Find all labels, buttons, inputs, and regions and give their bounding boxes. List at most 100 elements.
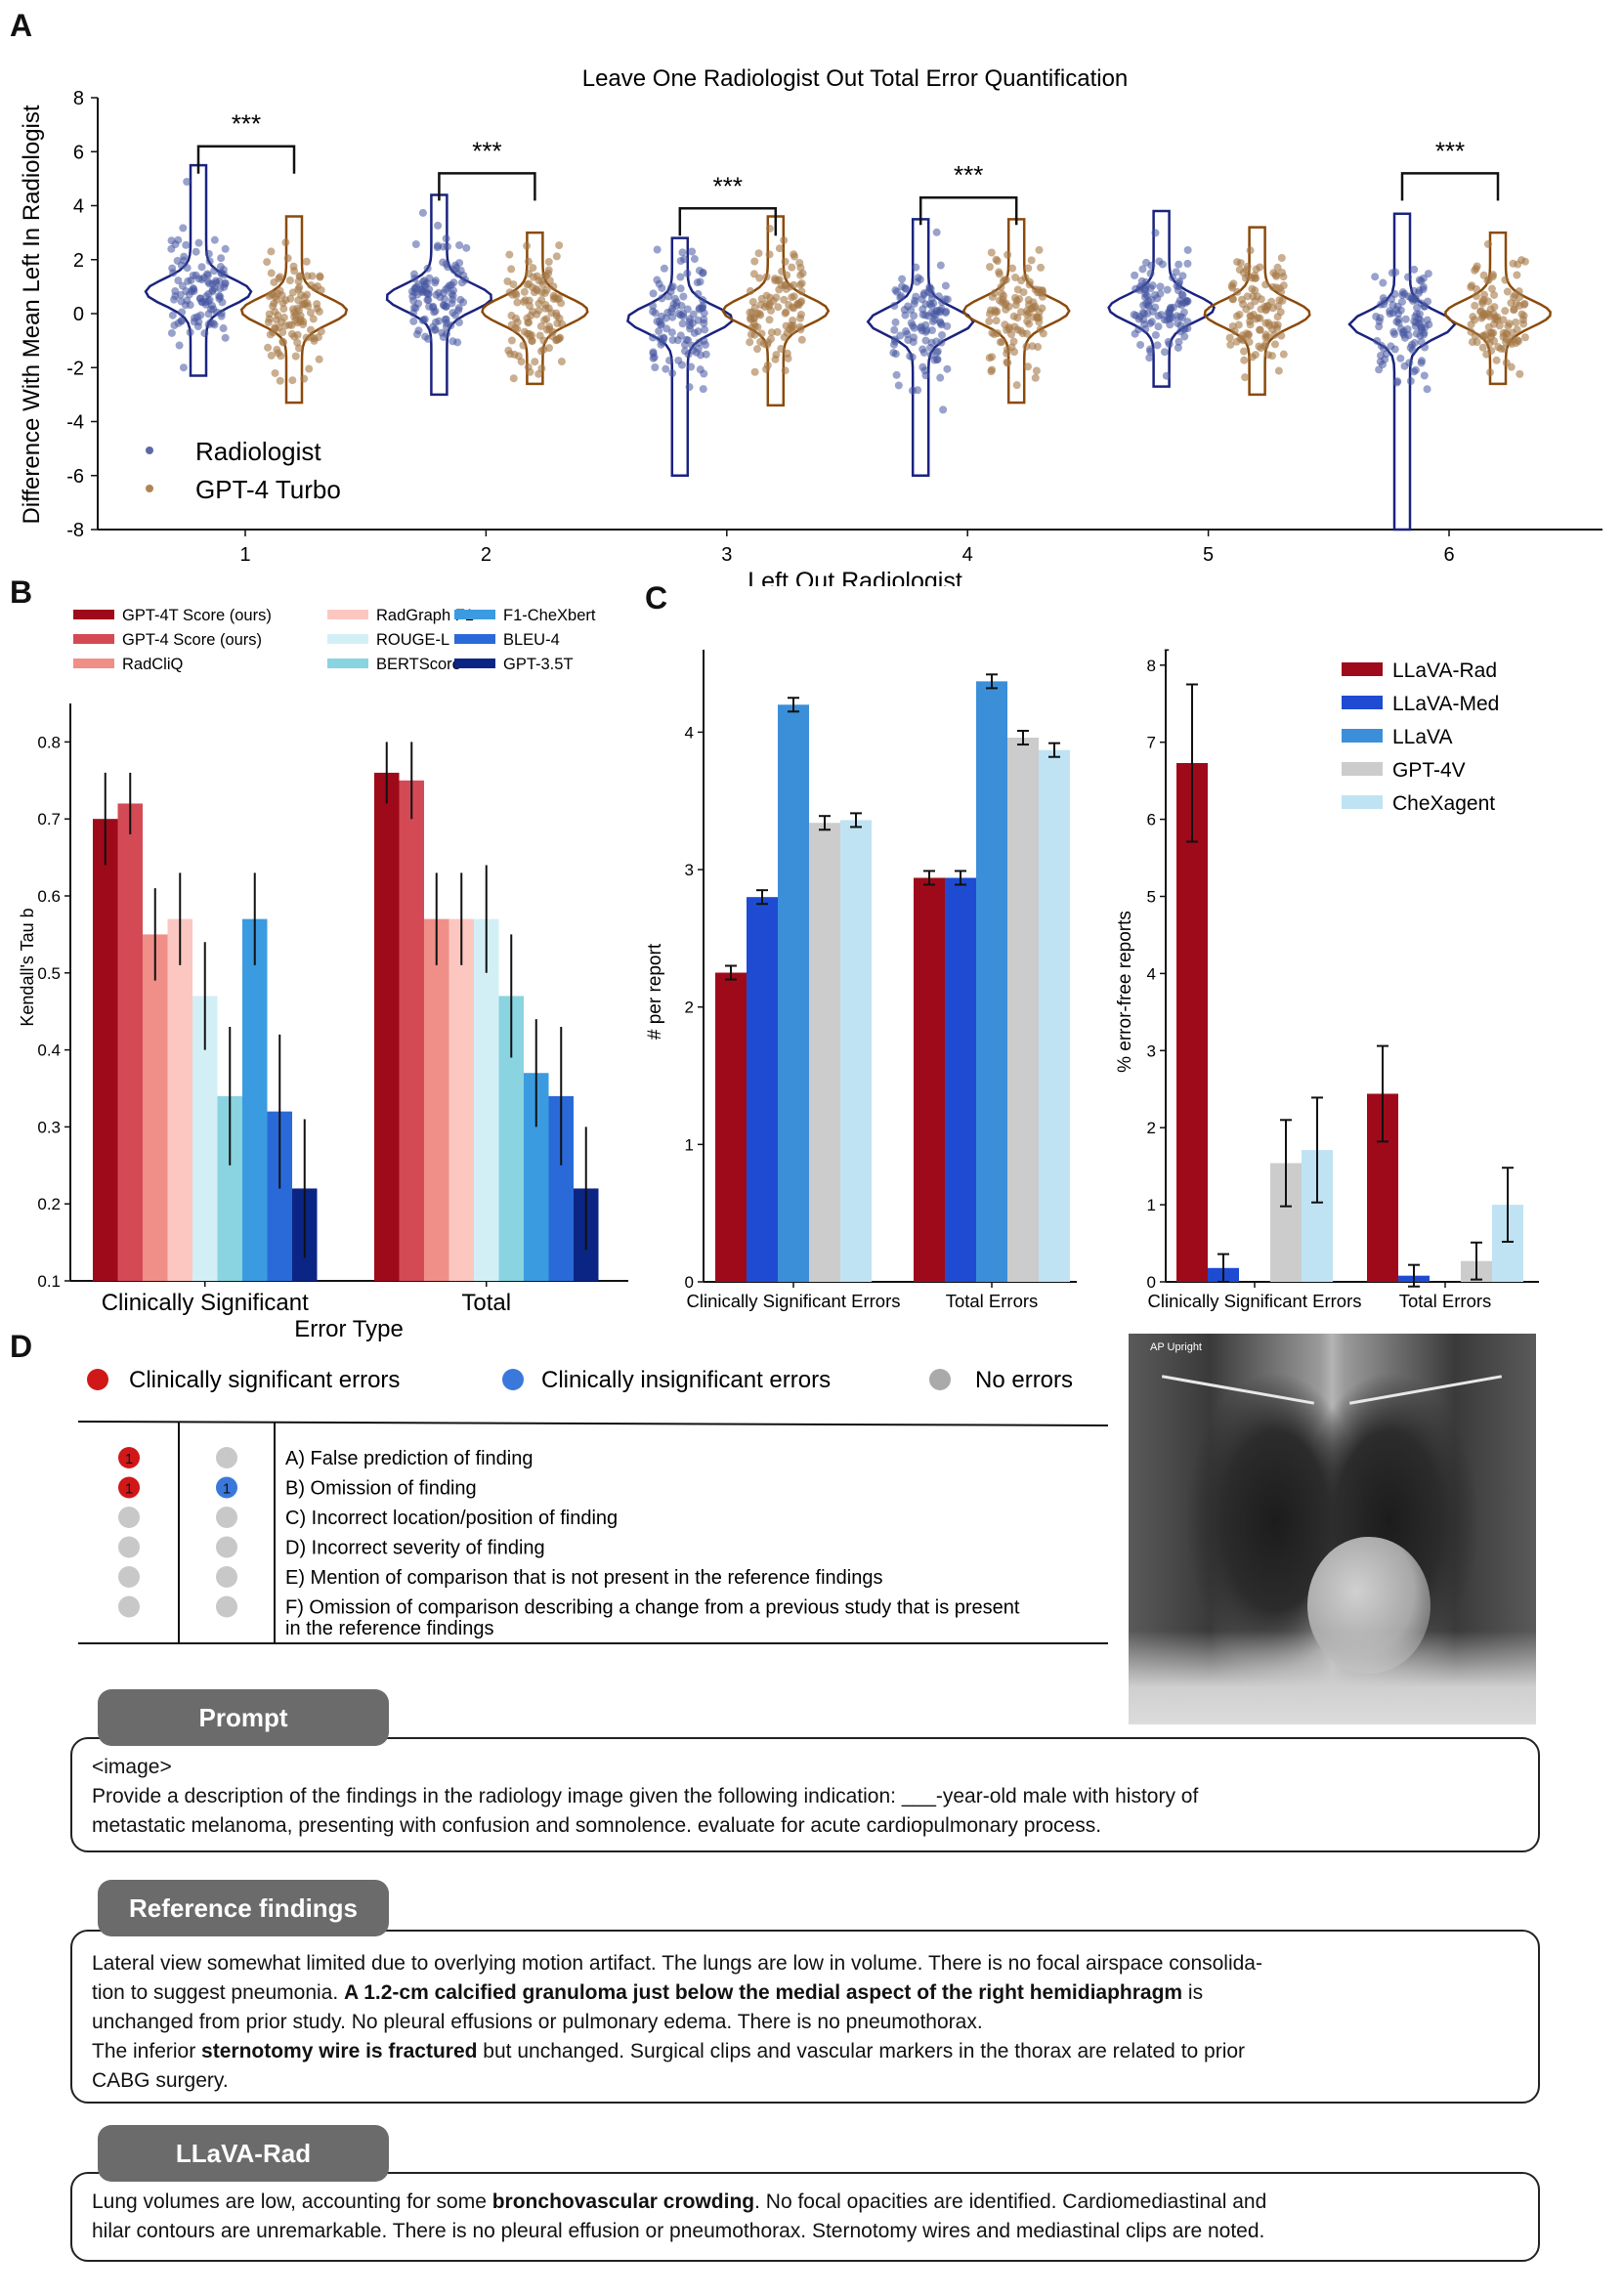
data-point [1246, 312, 1255, 320]
data-point [778, 267, 787, 276]
b-ytick-label: 0.3 [37, 1118, 61, 1136]
kendall-tau-bar-chart: GPT-4T Score (ours) GPT-4 Score (ours) Rad… [18, 607, 628, 1342]
data-point [750, 367, 759, 376]
data-point [1000, 291, 1008, 300]
data-point [1480, 290, 1489, 299]
data-point [765, 316, 774, 324]
c1-category-label: Clinically Significant Errors [687, 1291, 901, 1311]
data-point [1397, 324, 1406, 333]
b-ytick-label: 0.2 [37, 1195, 61, 1213]
data-point [1513, 271, 1521, 279]
data-point [1413, 303, 1422, 312]
data-point [781, 366, 790, 375]
c1-ytick-label: 0 [685, 1273, 694, 1292]
data-point [1520, 333, 1529, 342]
data-point [507, 265, 516, 274]
legend-label: GPT-4V [1392, 759, 1466, 782]
data-point [1015, 295, 1024, 304]
data-point [1379, 361, 1388, 369]
data-point [1375, 322, 1384, 331]
data-point [1412, 310, 1421, 319]
legend-swatch [73, 610, 114, 619]
ref-line-5: CABG surgery. [92, 2069, 229, 2092]
data-point [1379, 344, 1388, 353]
xray-clavicle-right [1349, 1375, 1503, 1405]
data-point [196, 294, 205, 303]
data-point [448, 337, 457, 346]
xray-clavicle-left [1162, 1375, 1315, 1405]
data-point [680, 255, 689, 264]
xray-diaphragm [1129, 1631, 1536, 1724]
data-point [1163, 285, 1172, 294]
violin-gpt4-4 [961, 218, 1071, 404]
data-point [550, 293, 559, 302]
data-point [898, 275, 907, 283]
data-point [544, 257, 553, 266]
data-point [1390, 330, 1399, 339]
chart-a-title: Leave One Radiologist Out Total Error Qu… [582, 65, 1129, 92]
data-point [167, 328, 176, 337]
data-point [694, 289, 703, 298]
data-point [1012, 381, 1021, 390]
data-point [1467, 320, 1475, 329]
data-point [1478, 343, 1487, 352]
data-point [1499, 332, 1508, 341]
data-point [932, 307, 941, 316]
data-point [1478, 313, 1487, 321]
data-point [649, 302, 658, 311]
data-point [1024, 264, 1033, 273]
data-point [1025, 280, 1034, 289]
legend-swatch [73, 634, 114, 644]
data-point [448, 286, 457, 295]
b-ytick-label: 0.4 [37, 1042, 61, 1060]
data-point [277, 352, 285, 361]
data-point [1492, 356, 1501, 364]
data-point [306, 325, 315, 334]
data-point [424, 296, 433, 305]
data-point [788, 326, 796, 335]
data-point [541, 300, 550, 309]
data-point [1275, 284, 1284, 293]
data-point [194, 238, 203, 247]
error-free-reports-bar-chart: % error-free reports - 8 7 6 5 4 3 2 1 0Clinical… [1115, 639, 1539, 1311]
data-point [943, 364, 952, 373]
legend-swatch [1342, 762, 1383, 776]
data-point [757, 329, 766, 338]
data-point [267, 247, 276, 256]
data-point [263, 258, 272, 267]
data-point [937, 320, 946, 329]
data-point [1507, 299, 1516, 308]
data-point [1228, 295, 1237, 304]
data-point [1238, 331, 1247, 340]
data-point [534, 299, 543, 308]
data-point [521, 296, 530, 305]
data-point [1485, 339, 1494, 348]
data-point [790, 292, 798, 301]
data-point [1038, 304, 1046, 313]
data-point [921, 320, 930, 329]
legend-swatch [1342, 795, 1383, 809]
data-point [695, 266, 704, 275]
data-point [192, 271, 200, 279]
data-point [1256, 263, 1264, 272]
data-point [1279, 273, 1288, 281]
data-point [193, 322, 202, 331]
data-point [1028, 342, 1037, 351]
data-point [1410, 367, 1419, 376]
data-point [996, 338, 1004, 347]
legend-marker-radiologist [146, 446, 153, 454]
data-point [1165, 309, 1174, 318]
data-point [1160, 348, 1169, 357]
data-point [545, 276, 554, 285]
data-point [1145, 345, 1154, 354]
data-point [1512, 318, 1520, 326]
a-ytick-label: 2 [73, 250, 84, 272]
data-point [1001, 301, 1009, 310]
data-point [316, 273, 324, 281]
rad-line-1c: . No focal opacities are identified. Car… [754, 2190, 1267, 2213]
a-ytick-label: -2 [66, 358, 84, 379]
data-point [1226, 340, 1235, 349]
data-point [514, 352, 523, 361]
data-point [317, 327, 325, 336]
data-point [699, 296, 707, 305]
